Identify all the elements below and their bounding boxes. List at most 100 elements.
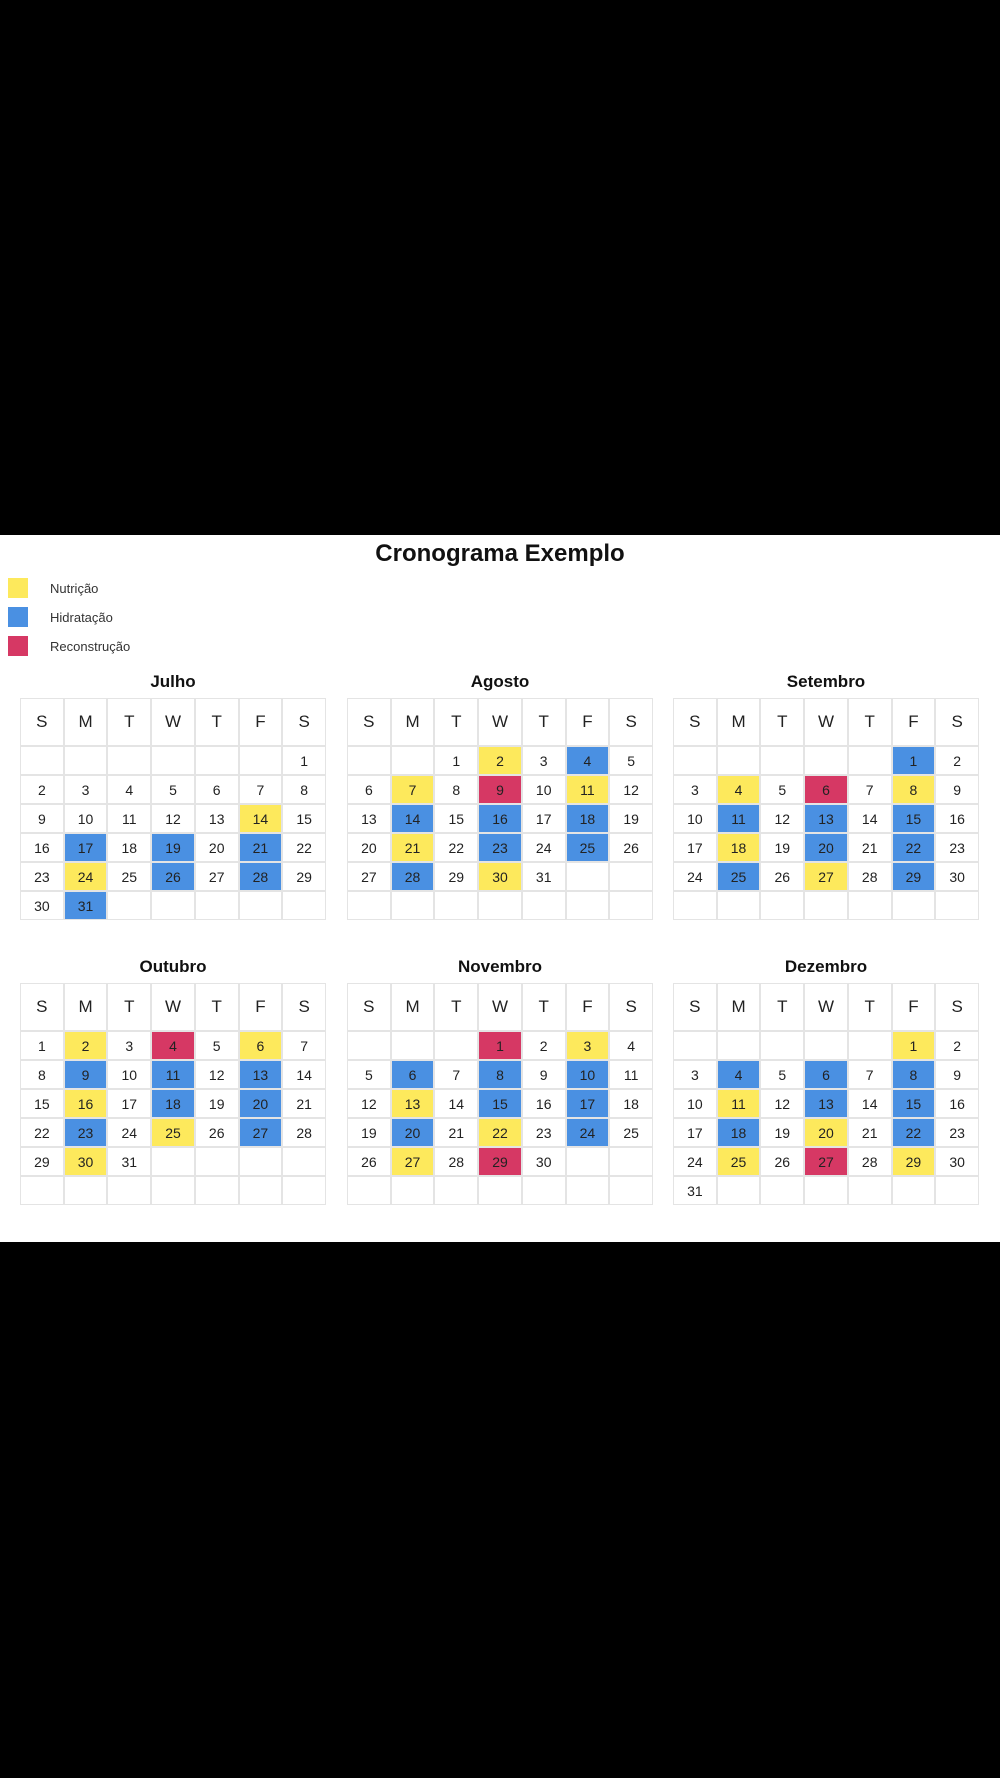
weekday-header: S	[610, 699, 652, 745]
day-cell: 8	[21, 1061, 63, 1088]
legend-label: Hidratação	[50, 609, 113, 625]
weekday-header: T	[108, 984, 151, 1030]
weekday-header: T	[435, 699, 478, 745]
empty-cell	[435, 1177, 478, 1204]
day-cell: 10	[108, 1061, 151, 1088]
day-cell: 19	[761, 1119, 804, 1146]
day-cell: 28	[848, 1148, 891, 1175]
day-cell: 16	[21, 834, 63, 861]
day-cell: 23	[21, 863, 63, 890]
month-calendar-novembro: Novembro S M T W T F S 1 2 3 4 5 6 7 8 9 10 11 12 13 14 15 16 17…	[347, 957, 653, 1205]
day-cell: 8	[435, 776, 478, 803]
weekday-header: S	[674, 699, 716, 745]
day-cell: 16	[64, 1090, 107, 1117]
day-cell: 19	[761, 834, 804, 861]
weekday-header: S	[936, 699, 978, 745]
day-cell: 28	[283, 1119, 325, 1146]
empty-cell	[848, 1177, 891, 1204]
day-cell: 15	[892, 805, 935, 832]
weekday-header: S	[283, 984, 325, 1030]
empty-cell	[108, 892, 151, 919]
weekday-header: F	[239, 699, 282, 745]
month-grid: S M T W T F S 1 2 3 4 5 6 7 8 9 10 11 12 13 14 15 16 17 18 19 20 21…	[347, 698, 653, 920]
day-cell: 5	[348, 1061, 390, 1088]
empty-cell	[195, 1148, 238, 1175]
day-cell: 7	[391, 776, 434, 803]
day-cell: 11	[152, 1061, 194, 1088]
day-cell: 6	[805, 1061, 847, 1088]
day-cell: 10	[674, 805, 716, 832]
day-cell: 1	[479, 1032, 521, 1059]
day-cell: 27	[195, 863, 238, 890]
empty-cell	[64, 747, 107, 774]
empty-cell	[892, 892, 935, 919]
day-cell: 22	[283, 834, 325, 861]
day-cell: 22	[435, 834, 478, 861]
day-cell: 26	[761, 863, 804, 890]
empty-cell	[152, 1148, 194, 1175]
empty-cell	[805, 892, 847, 919]
reconstrucao-swatch-icon	[8, 636, 28, 656]
day-cell: 23	[936, 1119, 978, 1146]
day-cell: 8	[283, 776, 325, 803]
month-title: Dezembro	[784, 957, 868, 976]
empty-cell	[108, 1177, 151, 1204]
empty-cell	[566, 1148, 609, 1175]
day-cell: 6	[391, 1061, 434, 1088]
day-cell: 18	[566, 805, 609, 832]
day-cell: 22	[479, 1119, 521, 1146]
month-title: Novembro	[457, 957, 543, 976]
nutricao-swatch-icon	[8, 578, 28, 598]
day-cell: 7	[239, 776, 282, 803]
day-cell: 28	[239, 863, 282, 890]
month-grid: S M T W T F S 1 2 3 4 5 6 7 8 9 10 11 12 13 14 15 16 17 18 19 20 21…	[20, 698, 326, 920]
day-cell: 16	[522, 1090, 565, 1117]
day-cell: 17	[522, 805, 565, 832]
day-cell: 31	[108, 1148, 151, 1175]
day-cell: 14	[848, 1090, 891, 1117]
day-cell: 9	[522, 1061, 565, 1088]
day-cell: 2	[64, 1032, 107, 1059]
legend-label: Reconstrução	[50, 638, 131, 654]
empty-cell	[892, 1177, 935, 1204]
day-cell: 29	[283, 863, 325, 890]
day-cell: 2	[936, 1032, 978, 1059]
day-cell: 19	[348, 1119, 390, 1146]
day-cell: 1	[892, 747, 935, 774]
day-cell: 20	[195, 834, 238, 861]
day-cell: 19	[610, 805, 652, 832]
day-cell: 29	[892, 863, 935, 890]
day-cell: 7	[435, 1061, 478, 1088]
empty-cell	[805, 1177, 847, 1204]
empty-cell	[936, 1177, 978, 1204]
weekday-header: F	[566, 984, 609, 1030]
day-cell: 29	[892, 1148, 935, 1175]
day-cell: 6	[195, 776, 238, 803]
legend-item-hidratacao: Hidratação	[8, 607, 113, 627]
day-cell: 17	[674, 834, 716, 861]
day-cell: 28	[848, 863, 891, 890]
day-cell: 2	[479, 747, 521, 774]
empty-cell	[610, 1148, 652, 1175]
day-cell: 17	[674, 1119, 716, 1146]
empty-cell	[348, 747, 390, 774]
empty-cell	[21, 1177, 63, 1204]
empty-cell	[195, 747, 238, 774]
day-cell: 12	[761, 805, 804, 832]
day-cell: 19	[152, 834, 194, 861]
weekday-header: W	[152, 699, 194, 745]
day-cell: 9	[936, 1061, 978, 1088]
day-cell: 14	[283, 1061, 325, 1088]
day-cell: 17	[108, 1090, 151, 1117]
weekday-header: M	[391, 984, 434, 1030]
weekday-header: T	[108, 699, 151, 745]
empty-cell	[152, 1177, 194, 1204]
day-cell: 27	[239, 1119, 282, 1146]
weekday-header: T	[848, 984, 891, 1030]
day-cell: 8	[892, 776, 935, 803]
empty-cell	[848, 747, 891, 774]
day-cell: 5	[610, 747, 652, 774]
day-cell: 26	[348, 1148, 390, 1175]
day-cell: 24	[674, 863, 716, 890]
day-cell: 31	[522, 863, 565, 890]
